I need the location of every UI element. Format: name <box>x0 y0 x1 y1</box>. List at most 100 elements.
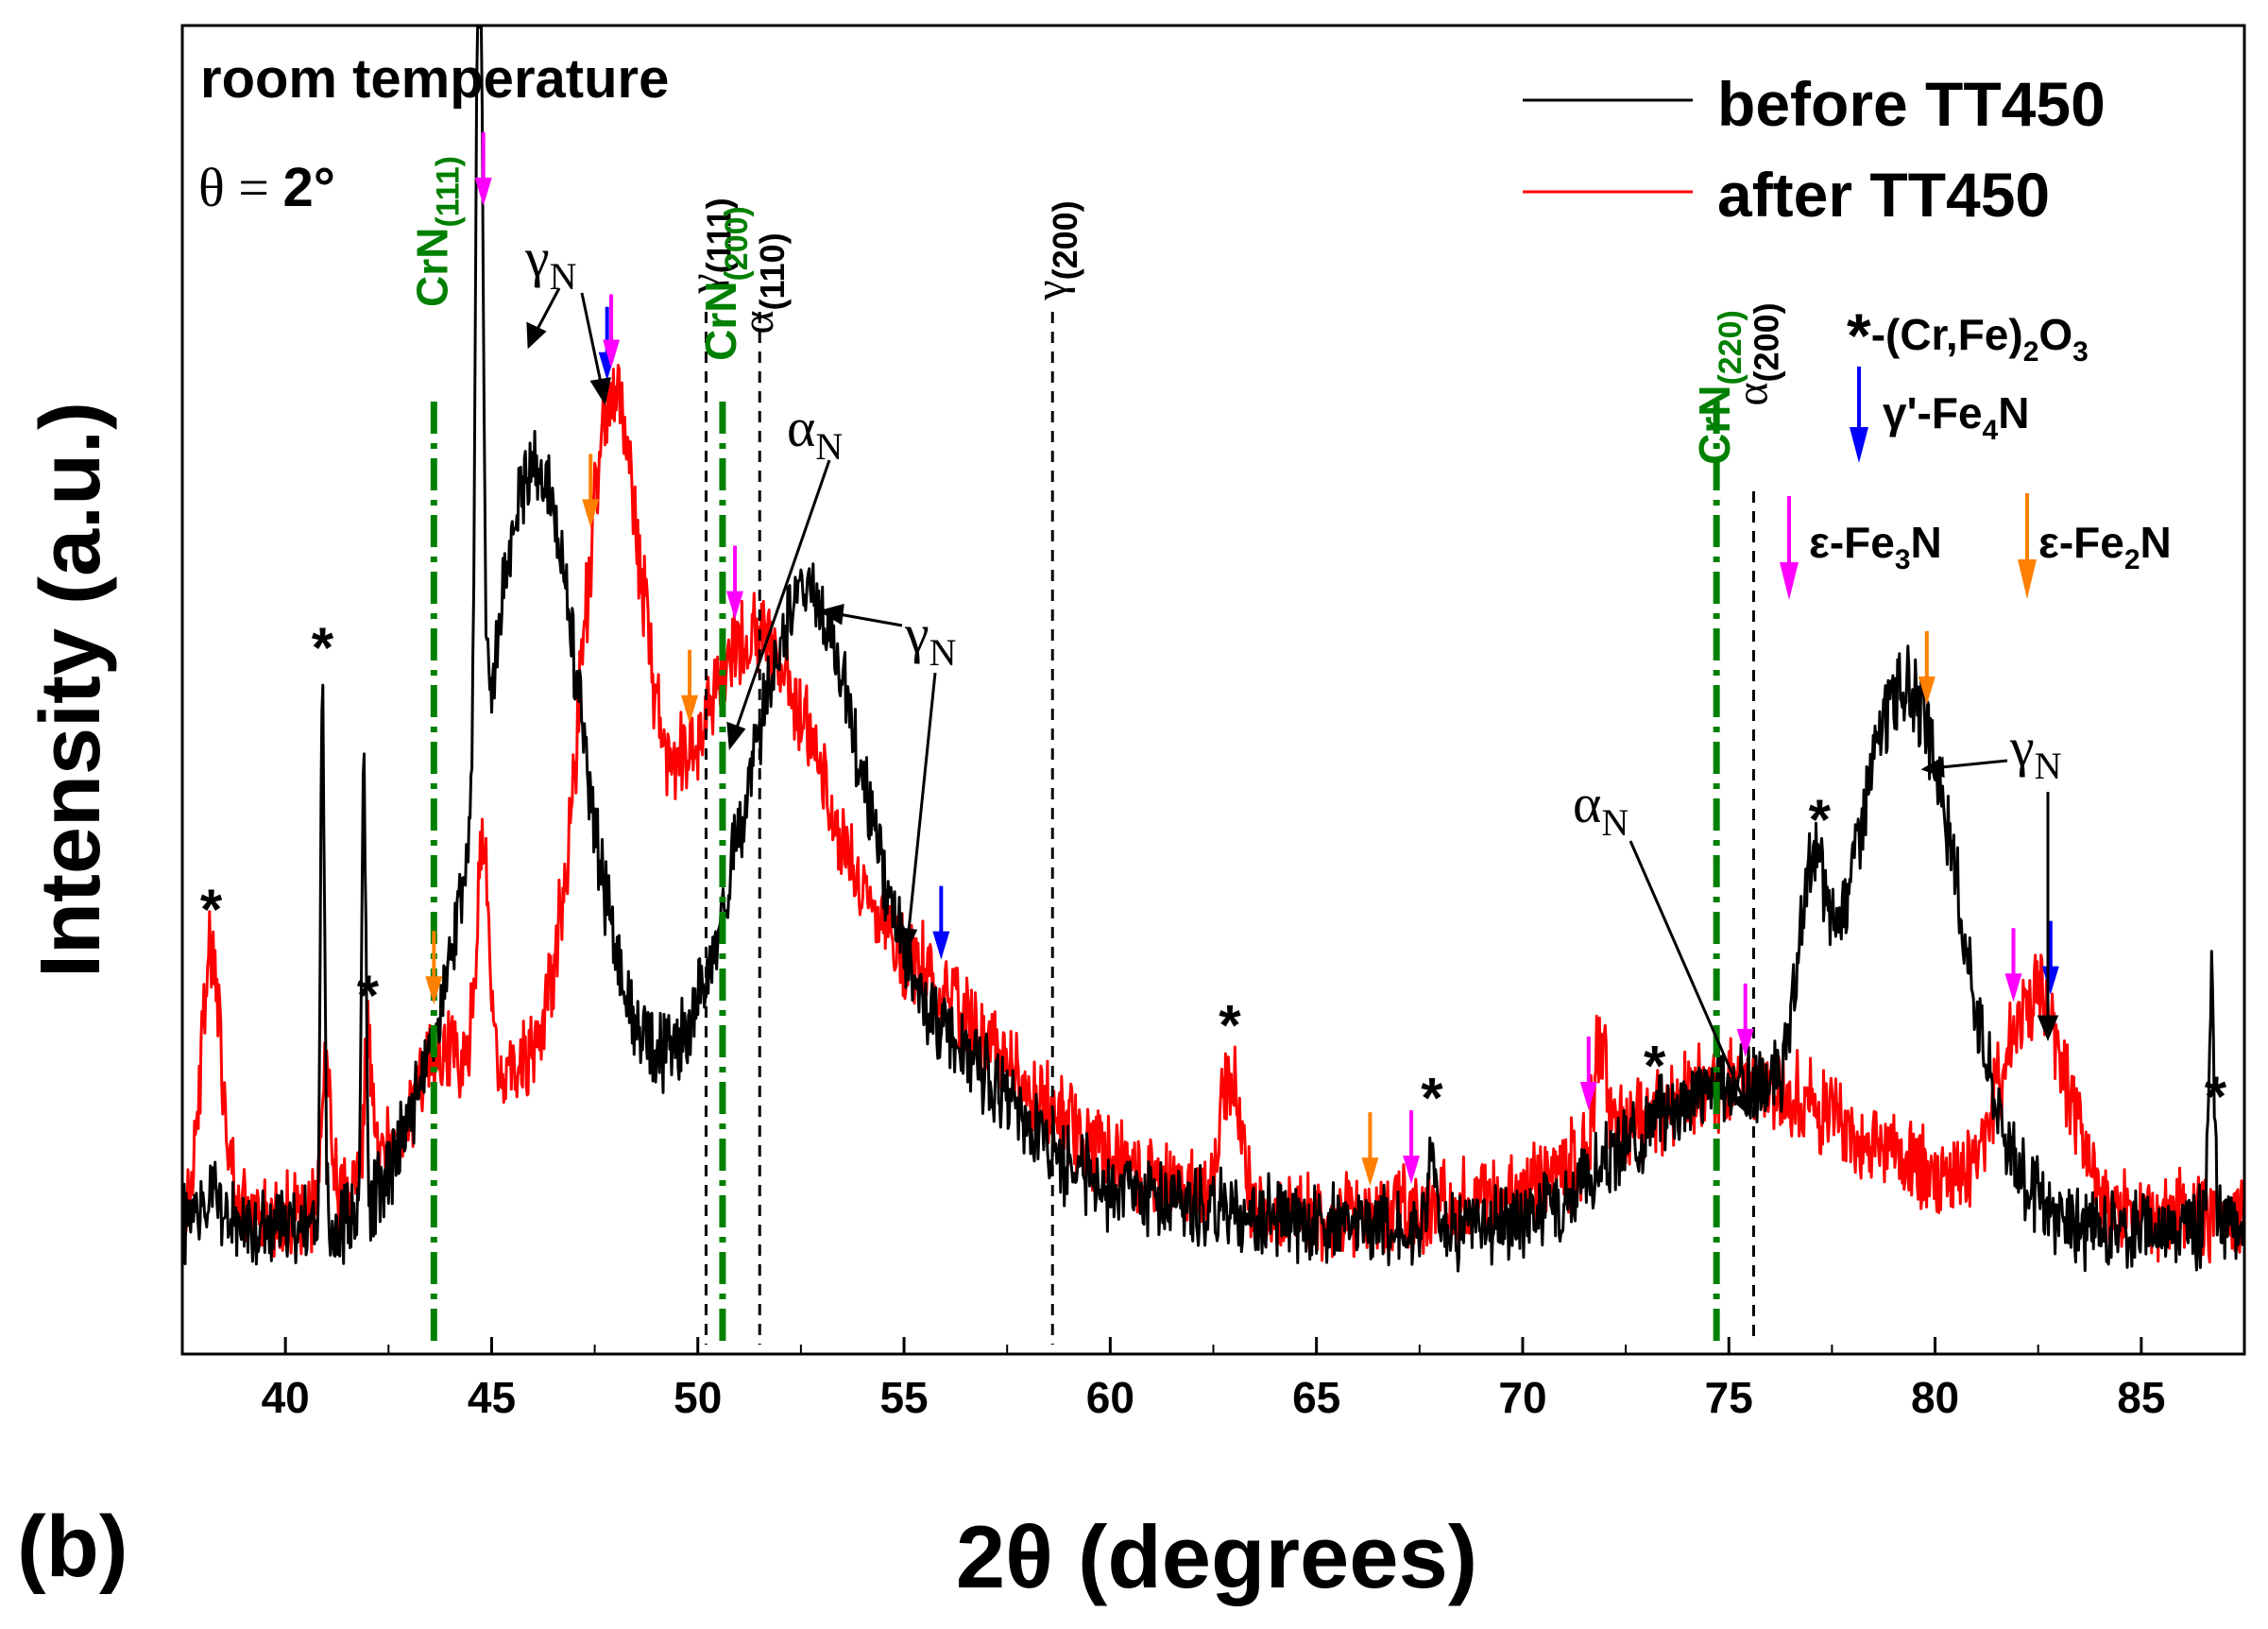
ref-label-2: CrN(200) <box>696 206 755 361</box>
x-axis-title-text: 2θ (degrees) <box>956 1507 1477 1606</box>
phase-marker-head-1-5 <box>1736 1028 1754 1057</box>
phase-marker-head-1-4 <box>1579 1082 1597 1111</box>
phase-marker-head-1-6 <box>2004 973 2022 1003</box>
phase-legend-fe2n-arrow-icon <box>2018 493 2037 599</box>
legend: before TT450 after TT450 <box>1523 69 2106 230</box>
ref-label-0: CrN(111) <box>407 156 466 307</box>
oxide-stars-layer: * * * * * * * * <box>200 616 2227 1129</box>
oxide-sub1: 2 <box>2023 336 2039 368</box>
x-tick-label-85: 85 <box>2117 1373 2165 1422</box>
x-tick-label-80: 80 <box>1911 1373 1959 1422</box>
alphaN-1-arrowhead <box>726 721 746 750</box>
phase-marker-head-2-1 <box>582 499 600 528</box>
annotation-gammaN-2: γN <box>904 603 957 674</box>
phase-markers-layer <box>425 132 2059 1187</box>
angle-value: 2° <box>283 157 335 218</box>
ref-label-text-2: CrN <box>696 282 745 361</box>
annotation-alphaN-2: αN <box>1573 773 1629 844</box>
ref-label-4: γ(200) <box>1026 200 1084 300</box>
legend-label-after: after TT450 <box>1717 160 2050 230</box>
x-tick-label-45: 45 <box>468 1373 516 1422</box>
ref-label-1: γ(111) <box>679 197 738 294</box>
fe4n-sub: 4 <box>1983 415 1999 446</box>
oxide-star-symbol: * <box>1847 300 1871 370</box>
oxide-star-2: * <box>357 964 380 1027</box>
ref-label-sub-0: (111) <box>430 156 466 228</box>
alphaN-2-arrow <box>1629 840 1745 1099</box>
series-layer <box>180 26 2246 1273</box>
phase-marker-head-1-2 <box>726 591 744 620</box>
oxide-star-1: * <box>312 616 334 679</box>
phase-legend-fe4n: γ'-Fe4N <box>1883 388 2029 446</box>
phase-marker-head-0-1 <box>932 931 950 960</box>
oxide-star-3: * <box>1219 994 1241 1057</box>
x-tick-label-75: 75 <box>1705 1373 1753 1422</box>
ref-label-text-1: γ <box>679 273 729 294</box>
fe3n-text: ε-Fe <box>1809 518 1895 567</box>
phase-marker-head-1-3 <box>1403 1155 1421 1184</box>
ref-label-5: CrN(220) <box>1690 310 1748 465</box>
legend-label-before: before TT450 <box>1717 69 2106 139</box>
panel-label: (b) <box>17 1499 128 1595</box>
fe3n-sub: 3 <box>1895 544 1911 575</box>
annotation-arrows <box>526 287 2059 1119</box>
fe4n-text: γ'-Fe <box>1883 388 1983 437</box>
phase-marker-head-2-2 <box>681 694 699 724</box>
oxide-sub2: 3 <box>2072 336 2089 368</box>
oxide-star-7: * <box>2205 1065 2227 1128</box>
gammaN-3-arrow-a <box>1940 759 2008 769</box>
y-axis-title-text: Intensity (a.u.) <box>24 402 118 978</box>
phase-marker-head-1-0 <box>474 178 492 206</box>
x-tick-label-40: 40 <box>262 1373 310 1422</box>
ref-label-sub-2: (200) <box>719 206 755 281</box>
phase-legend: *-(Cr,Fe)2O3 γ'-Fe4N ε-Fe3N ε-Fe2N <box>1780 300 2172 600</box>
reference-lines-layer: CrN(111)γ(111)CrN(200)α(110) γ(200)CrN(22… <box>407 156 1785 1345</box>
oxide-text2: O <box>2038 310 2072 359</box>
angle-label: θ = 2° <box>198 157 335 218</box>
ref-label-6: α(200) <box>1727 302 1785 405</box>
y-axis-title: Intensity (a.u.) <box>24 402 118 978</box>
series-line-after-tt450 <box>180 364 2246 1264</box>
phase-marker-head-1-1 <box>603 339 621 369</box>
gammaN-1-arrowhead-a <box>526 321 547 350</box>
ref-label-text-6: α <box>1727 382 1777 405</box>
alphaN-2-arrowhead <box>1731 1090 1752 1119</box>
phase-legend-fe4n-arrow-icon <box>1850 367 1868 463</box>
gammaN-2-arrowhead-a <box>818 603 844 626</box>
ref-label-sub-4: (200) <box>1046 200 1084 280</box>
phase-marker-head-2-3 <box>1361 1157 1379 1187</box>
gammaN-1-arrowhead-b <box>589 377 611 405</box>
x-axis-title: 2θ (degrees) <box>956 1507 1477 1606</box>
phase-legend-fe2n: ε-Fe2N <box>2038 518 2172 575</box>
fe2n-text2: N <box>2140 518 2172 567</box>
gammaN-2-arrowhead-b <box>897 927 918 954</box>
x-tick-label-60: 60 <box>1086 1373 1134 1422</box>
fe3n-text2: N <box>1911 518 1942 567</box>
oxide-star-5: * <box>1644 1034 1666 1097</box>
ref-label-text-5: CrN <box>1690 386 1739 465</box>
condition-label: room temperature <box>200 48 669 110</box>
angle-symbol: θ <box>198 157 225 218</box>
phase-legend-fe3n-arrow-icon <box>1780 496 1799 600</box>
gammaN-2-arrow-a <box>838 612 903 627</box>
fe2n-text: ε-Fe <box>2038 518 2124 567</box>
ref-label-text-0: CrN <box>407 228 456 307</box>
series-line-before-tt450 <box>180 26 2246 1273</box>
angle-eq: = <box>225 157 283 218</box>
ref-label-sub-1: (111) <box>699 197 738 273</box>
phase-legend-oxide: *-(Cr,Fe)2O3 <box>1847 300 2089 370</box>
oxide-star-6: * <box>1809 788 1832 851</box>
ref-label-3: α(110) <box>733 232 792 334</box>
ref-label-text-4: γ <box>1026 280 1076 300</box>
x-tick-label-50: 50 <box>674 1373 722 1422</box>
peak-annotations: γN γN γN αN αN <box>524 227 2062 844</box>
x-tick-label-70: 70 <box>1498 1373 1546 1422</box>
fe2n-sub: 2 <box>2124 544 2140 575</box>
phase-legend-fe3n: ε-Fe3N <box>1809 518 1942 575</box>
ref-label-sub-5: (220) <box>1713 310 1748 385</box>
oxide-star-4: * <box>1421 1066 1443 1129</box>
alphaN-1-arrow <box>735 459 831 729</box>
gammaN-1-arrow-b <box>580 292 603 384</box>
annotation-gammaN-1: γN <box>524 227 577 298</box>
fe4n-text2: N <box>1998 388 2029 437</box>
